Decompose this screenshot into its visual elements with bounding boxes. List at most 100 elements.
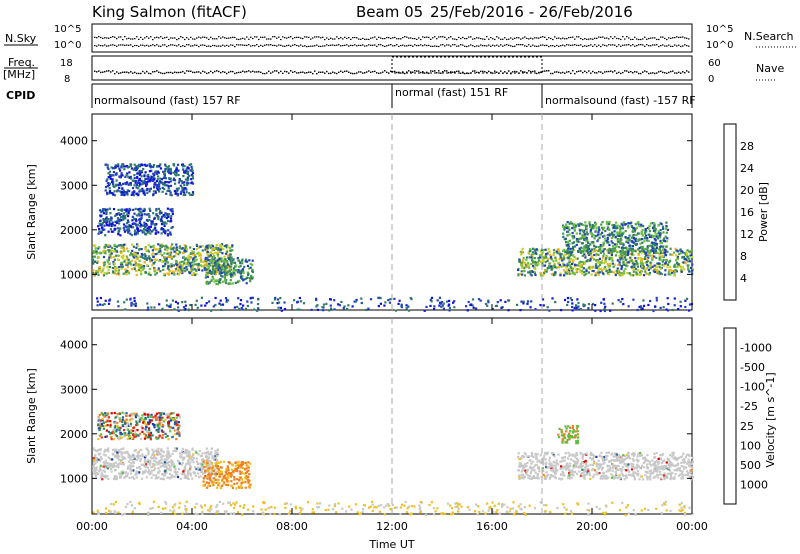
scatter-point [608, 221, 611, 224]
scatter-point [235, 264, 238, 267]
scatter-point [146, 448, 149, 451]
scatter-point [642, 267, 645, 270]
nsearch-point [102, 45, 104, 47]
scatter-point [167, 457, 170, 460]
scatter-point [165, 304, 169, 307]
scatter-point [218, 257, 221, 261]
freq-point [242, 70, 244, 72]
scatter-point [584, 221, 587, 224]
nsearch-point [612, 44, 614, 46]
colorbar-tick-label: 16 [740, 206, 754, 219]
scatter-point [568, 264, 571, 267]
freq-point [558, 71, 560, 74]
scatter-point [441, 304, 444, 307]
freq-point [648, 72, 650, 75]
scatter-point [135, 219, 138, 222]
scatter-point [137, 181, 140, 184]
freq-point [416, 70, 418, 72]
scatter-point [614, 254, 617, 257]
scatter-point [222, 264, 225, 267]
scatter-point [575, 304, 578, 307]
nsearch-point [564, 45, 566, 47]
nsky-point [154, 37, 156, 39]
scatter-point [532, 261, 535, 264]
nsky-point [414, 38, 416, 40]
scatter-point [405, 304, 408, 307]
scatter-point [279, 297, 282, 300]
nsearch-point [432, 45, 434, 48]
scatter-point [621, 227, 625, 230]
scatter-point [172, 177, 176, 180]
scatter-point [162, 214, 165, 217]
scatter-point [126, 193, 129, 196]
scatter-point [665, 245, 668, 248]
scatter-point [107, 224, 111, 227]
scatter-point [377, 296, 380, 299]
scatter-point [246, 276, 249, 279]
freq-point [116, 71, 118, 73]
scatter-point [594, 274, 597, 277]
scatter-point [215, 266, 218, 269]
scatter-point [439, 302, 443, 305]
scatter-point [190, 178, 193, 181]
scatter-point [147, 458, 150, 462]
scatter-point [315, 298, 318, 302]
scatter-point [134, 260, 137, 263]
nsearch-point [646, 44, 648, 46]
scatter-point [355, 298, 358, 302]
freq-point [440, 72, 442, 74]
scatter-point [141, 181, 144, 184]
scatter-point [101, 478, 104, 481]
scatter-point [607, 227, 610, 230]
scatter-point [585, 269, 588, 272]
scatter-point [154, 270, 157, 273]
scatter-point [98, 413, 101, 417]
nsearch-point [536, 45, 538, 48]
scatter-point [640, 265, 643, 268]
nsky-point [478, 37, 480, 39]
scatter-point [208, 245, 211, 248]
freq-point [336, 72, 338, 75]
y-tick-label: 2000 [60, 224, 88, 237]
scatter-point [171, 299, 174, 302]
scatter-point [160, 215, 164, 218]
scatter-point [131, 219, 134, 222]
scatter-point [184, 465, 187, 468]
freq-point [196, 71, 198, 73]
nsearch-point [518, 44, 520, 46]
scatter-point [143, 257, 146, 260]
scatter-point [616, 234, 619, 237]
nsearch-point [404, 45, 406, 47]
freq-point [646, 71, 648, 73]
scatter-point [125, 474, 128, 477]
freq-point [488, 70, 490, 73]
freq-point [474, 70, 476, 72]
scatter-point [147, 180, 150, 183]
freq-unit: [MHz] [3, 68, 35, 81]
scatter-point [92, 469, 95, 472]
scatter-point [132, 456, 135, 459]
freq-point [184, 72, 186, 74]
scatter-point [276, 302, 279, 305]
scatter-point [169, 233, 172, 236]
scatter-point [219, 299, 222, 302]
scatter-point [634, 240, 638, 243]
scatter-point [234, 281, 237, 284]
scatter-point [178, 462, 181, 465]
scatter-point [548, 309, 551, 312]
scatter-point [640, 260, 643, 263]
scatter-point [574, 263, 577, 266]
scatter-point [159, 252, 162, 256]
scatter-point [569, 222, 572, 225]
scatter-point [191, 260, 195, 264]
scatter-point [189, 193, 192, 196]
scatter-point [184, 476, 187, 480]
scatter-point [135, 183, 138, 187]
scatter-point [190, 182, 193, 185]
scatter-point [118, 167, 121, 170]
scatter-point [140, 189, 143, 192]
scatter-point [573, 273, 576, 276]
scatter-point [154, 248, 157, 251]
nsearch-point [492, 44, 494, 46]
